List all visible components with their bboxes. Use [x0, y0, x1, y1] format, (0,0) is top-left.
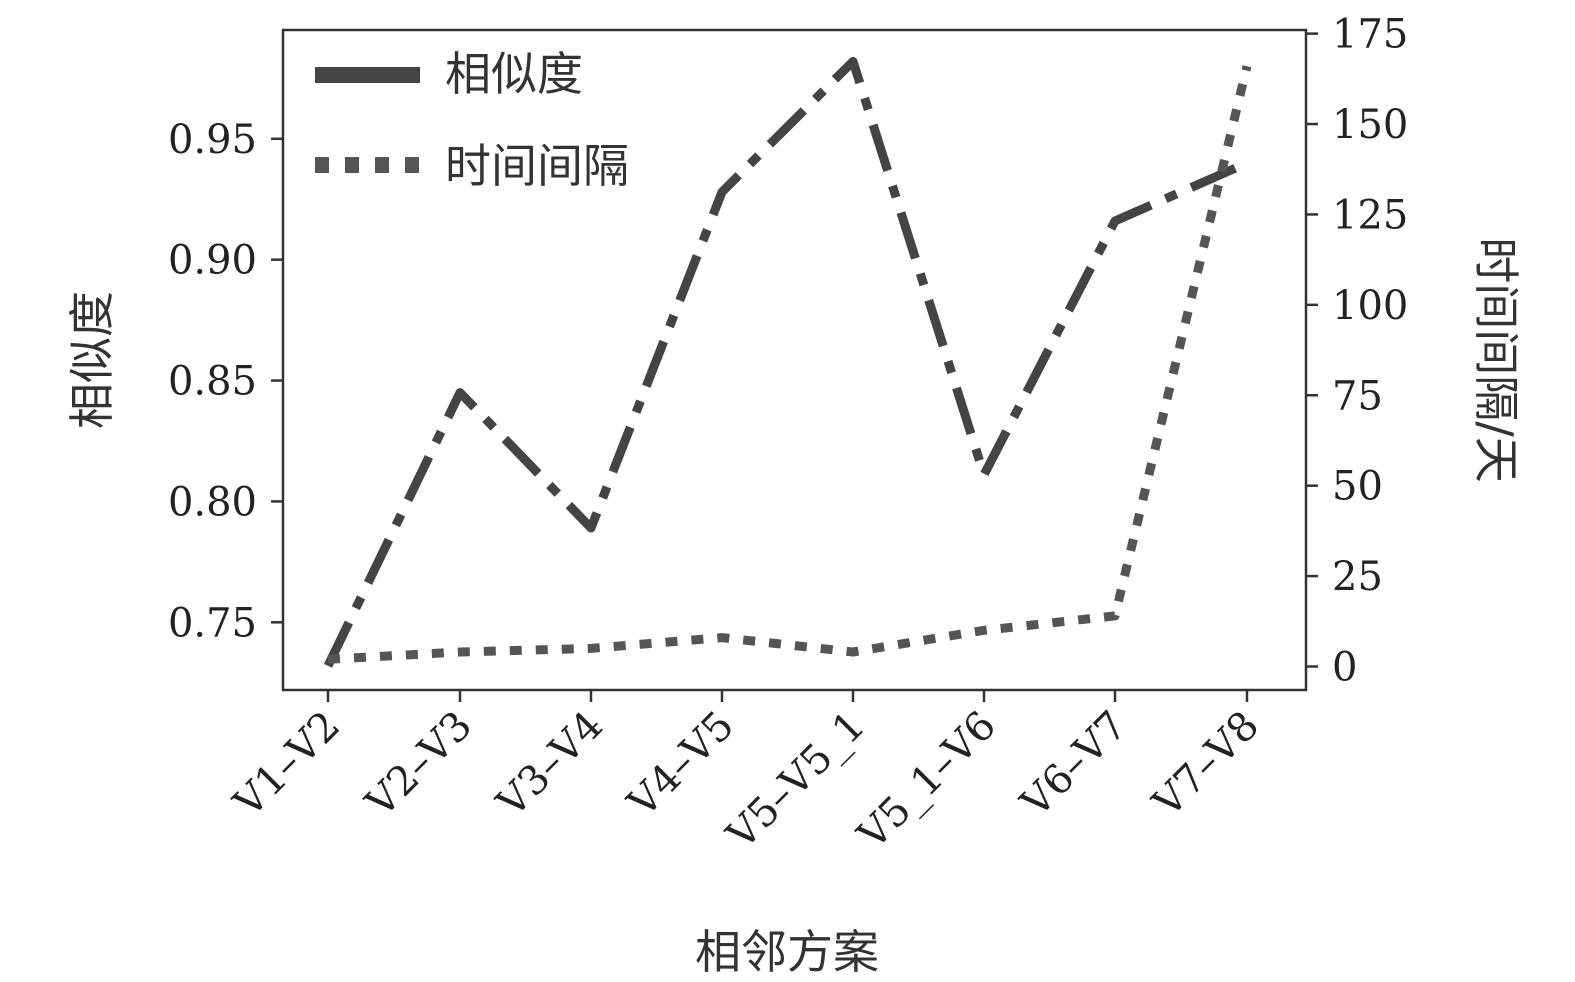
right-tick-label: 75	[1332, 373, 1383, 419]
x-tick-label: V4–V5	[619, 703, 743, 827]
plot-frame	[281, 28, 1308, 692]
x-tick-label: V6–V7	[1012, 703, 1136, 827]
left-tick-label: 0.75	[168, 600, 257, 646]
left-axis: 0.75 0.80 0.85 0.90 0.95	[168, 117, 283, 646]
x-tick-label: V7–V8	[1144, 703, 1268, 827]
x-tick-label: V2–V3	[357, 703, 481, 827]
right-axis: 0 25 50 75 100 125 150 175	[1306, 12, 1408, 690]
x-tick-label: V1–V2	[225, 703, 349, 827]
legend-label-interval: 时间间隔	[445, 139, 629, 193]
y2-axis-title: 时间间隔/天	[1469, 237, 1523, 483]
left-tick-label: 0.95	[168, 117, 257, 163]
right-tick-label: 0	[1332, 644, 1357, 690]
legend-label-similarity: 相似度	[445, 47, 583, 101]
y-axis-title: 相似度	[65, 291, 119, 429]
left-tick-label: 0.85	[168, 359, 257, 405]
right-tick-label: 125	[1332, 192, 1408, 238]
x-tick-label: V3–V4	[488, 703, 612, 827]
series-layer	[323, 56, 1252, 668]
right-tick-label: 100	[1332, 283, 1408, 329]
right-tick-label: 25	[1332, 554, 1383, 600]
series-line-0	[323, 56, 1249, 668]
left-tick-label: 0.80	[168, 479, 257, 525]
x-axis-title: 相邻方案	[695, 925, 879, 979]
x-tick-label: V5_1–V6	[849, 703, 1005, 859]
right-tick-label: 150	[1332, 102, 1408, 148]
right-tick-label: 50	[1332, 464, 1383, 510]
left-tick-label: 0.90	[168, 238, 257, 284]
right-tick-label: 175	[1332, 12, 1408, 58]
legend: 相似度 时间间隔	[315, 47, 629, 193]
x-tick-label: V5–V5_1	[718, 703, 874, 859]
